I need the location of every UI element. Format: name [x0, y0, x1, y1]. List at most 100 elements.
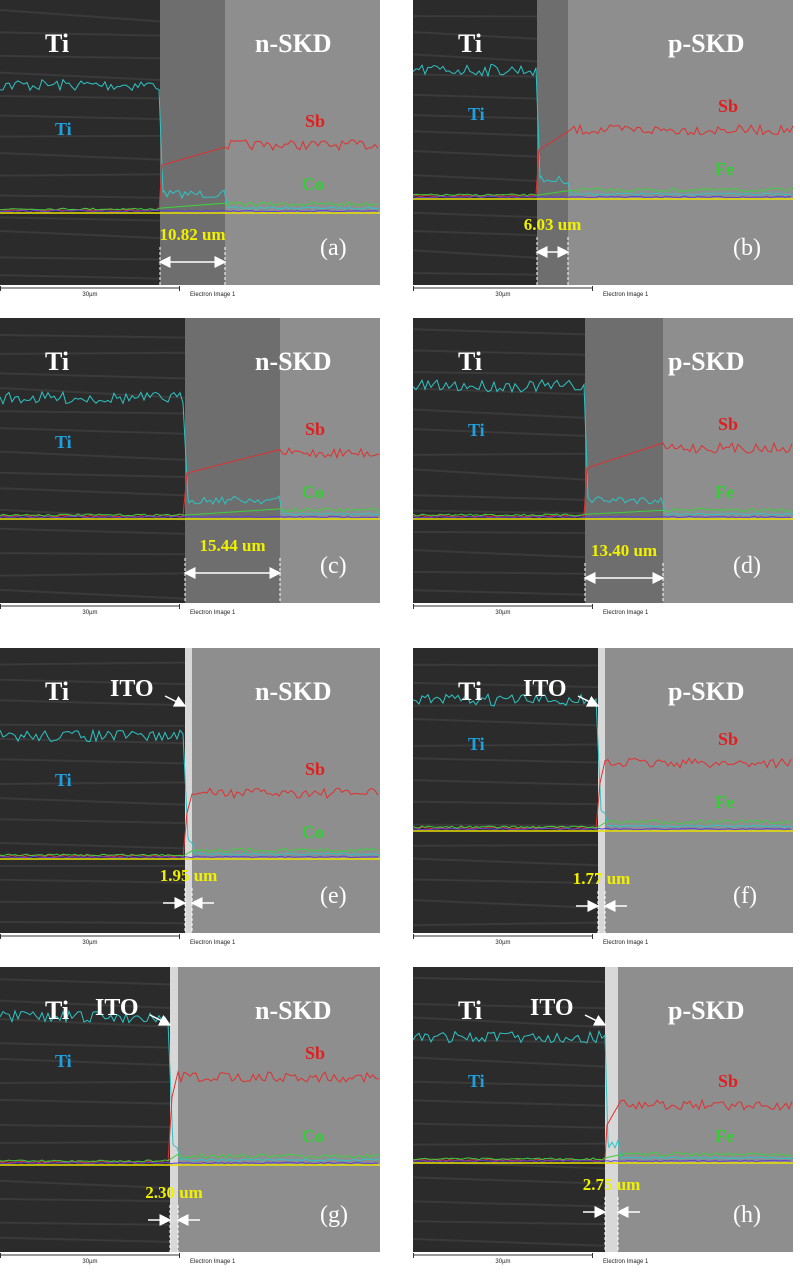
- texture: [0, 450, 186, 461]
- texture: [0, 737, 186, 745]
- texture: [0, 527, 186, 535]
- info-bar: [0, 603, 380, 618]
- texture: [412, 149, 538, 158]
- ti-trace: [0, 728, 380, 856]
- texture: [412, 468, 586, 481]
- texture: [0, 572, 186, 577]
- scale-label: 30µm: [82, 610, 97, 616]
- ti-label: Ti: [45, 996, 69, 1025]
- base-trace: [412, 1159, 791, 1163]
- texture: [412, 1200, 606, 1208]
- skd-label: n-SKD: [255, 29, 332, 58]
- sb-trace: [413, 757, 792, 830]
- ti-label: Ti: [45, 677, 69, 706]
- minor-trace: [412, 507, 793, 517]
- texture: [0, 1080, 171, 1085]
- texture: [412, 800, 599, 806]
- texture: [412, 878, 599, 885]
- image-caption: Electron Image 1: [603, 610, 649, 616]
- titanium-region: [0, 318, 185, 603]
- sb-trace-label: Sb: [718, 96, 738, 116]
- texture: [412, 408, 586, 419]
- panel: Ti ITO n-SKD Ti Sb Co 2.30 um (g) 30µm Electron I…: [0, 967, 381, 1267]
- minor-trace: [0, 201, 379, 211]
- ti-trace-label: Ti: [55, 770, 72, 790]
- panel-letter: (g): [320, 1202, 348, 1228]
- panel-letter: (f): [733, 883, 757, 909]
- texture: [412, 589, 586, 596]
- texture: [0, 216, 161, 222]
- thickness-label: 2.75 um: [583, 1175, 641, 1194]
- base-trace: [0, 855, 378, 859]
- texture: [412, 452, 586, 456]
- base-trace: [0, 1161, 379, 1165]
- minor-trace: [412, 1151, 793, 1161]
- texture: [0, 151, 161, 161]
- sb-trace-label: Sb: [718, 1071, 738, 1091]
- skd-label: p-SKD: [668, 996, 745, 1025]
- ti-trace: [412, 378, 794, 516]
- texture: [0, 1057, 171, 1067]
- ti-trace: [412, 692, 793, 828]
- texture: [412, 349, 586, 356]
- texture: [0, 134, 161, 138]
- panel: Ti n-SKD Ti Sb Co 10.82 um (a) 30µm Electron Ima…: [0, 0, 380, 300]
- texture: [0, 999, 171, 1009]
- texture: [0, 351, 186, 355]
- ti-trace: [0, 390, 381, 516]
- texture: [0, 114, 161, 121]
- texture: [412, 549, 586, 559]
- texture: [0, 723, 186, 727]
- panel-letter: (a): [320, 235, 347, 261]
- texture: [0, 758, 186, 765]
- texture: [0, 1236, 171, 1243]
- ti-trace: [412, 63, 792, 196]
- texture: [412, 899, 599, 909]
- texture: [412, 211, 538, 219]
- titanium-region: [0, 648, 185, 933]
- reaction-layer: [537, 0, 568, 285]
- minor-trace-label: Co: [302, 174, 324, 194]
- minor-trace-label: Fe: [715, 792, 734, 812]
- texture: [0, 841, 186, 850]
- base-trace: [0, 209, 379, 213]
- reaction-layer: [185, 648, 192, 933]
- titanium-region: [413, 967, 605, 1252]
- texture: [412, 570, 586, 575]
- texture: [412, 174, 538, 182]
- scale-label: 30µm: [82, 940, 97, 946]
- minor-trace: [0, 507, 380, 517]
- scale-label: 30µm: [82, 1259, 97, 1265]
- ito-arrow: [577, 695, 600, 707]
- scale-label: 30µm: [82, 292, 97, 298]
- texture: [412, 31, 538, 40]
- ito-arrow: [149, 1014, 172, 1026]
- scale-label: 30µm: [495, 610, 510, 616]
- texture: [412, 743, 599, 747]
- panel: Ti n-SKD Ti Sb Co 15.44 um (c) 30µm Electron Ima…: [0, 318, 381, 618]
- texture: [412, 1176, 606, 1185]
- texture: [412, 509, 586, 515]
- ito-arrow: [584, 1014, 607, 1026]
- texture: [412, 663, 599, 667]
- info-bar: [413, 285, 793, 300]
- base-trace: [412, 827, 792, 831]
- thickness-label: 10.82 um: [159, 225, 225, 244]
- sb-trace-label: Sb: [305, 759, 325, 779]
- thickness-label: 6.03 um: [524, 215, 582, 234]
- reaction-layer: [585, 318, 663, 603]
- texture: [412, 1237, 606, 1247]
- panel-letter: (c): [320, 553, 347, 579]
- ti-label: Ti: [458, 347, 482, 376]
- texture: [0, 1123, 171, 1129]
- base-trace: [412, 195, 792, 199]
- info-bar: [0, 933, 380, 948]
- sb-trace-label: Sb: [305, 111, 325, 131]
- thickness-label: 1.77 um: [573, 869, 631, 888]
- panel-letter: (d): [733, 553, 761, 579]
- ti-label: Ti: [45, 29, 69, 58]
- texture: [0, 1042, 171, 1049]
- texture: [412, 230, 538, 237]
- panel: Ti ITO p-SKD Ti Sb Fe 1.77 um (f) 30µm Electron I…: [412, 648, 793, 948]
- skd-label: n-SKD: [255, 677, 332, 706]
